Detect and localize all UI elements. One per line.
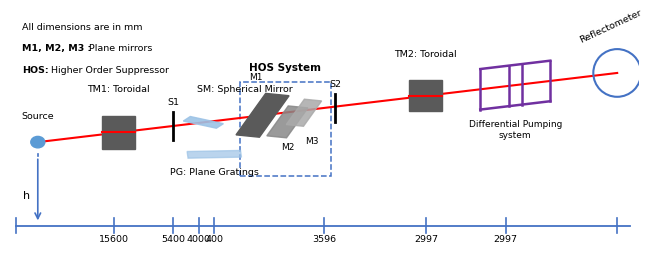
Text: 15600: 15600 xyxy=(99,235,129,244)
Bar xyxy=(409,80,442,111)
Bar xyxy=(183,116,224,128)
Text: 5400: 5400 xyxy=(162,235,185,244)
Text: 2997: 2997 xyxy=(494,235,518,244)
Bar xyxy=(187,150,241,158)
Text: All dimensions are in mm: All dimensions are in mm xyxy=(22,23,142,32)
Bar xyxy=(267,106,308,138)
Text: 2997: 2997 xyxy=(414,235,438,244)
Text: HOS System: HOS System xyxy=(250,63,321,73)
Text: Source: Source xyxy=(22,112,54,121)
Text: S2: S2 xyxy=(329,80,341,89)
Text: 4000: 4000 xyxy=(187,235,211,244)
Text: h: h xyxy=(23,191,30,201)
Text: 400: 400 xyxy=(205,235,223,244)
Text: S1: S1 xyxy=(168,98,179,107)
Bar xyxy=(236,93,289,137)
Text: HOS:: HOS: xyxy=(22,66,48,75)
Text: Differential Pumping
system: Differential Pumping system xyxy=(469,120,562,140)
Text: TM2: Toroidal: TM2: Toroidal xyxy=(394,50,457,59)
Bar xyxy=(286,99,321,126)
Text: Plane mirrors: Plane mirrors xyxy=(89,44,152,53)
Ellipse shape xyxy=(31,136,45,148)
Text: Higher Order Suppressor: Higher Order Suppressor xyxy=(51,66,169,75)
Bar xyxy=(241,82,331,176)
Text: SM: Spherical Mirror: SM: Spherical Mirror xyxy=(197,85,293,94)
Text: M2: M2 xyxy=(281,143,294,152)
Text: Reflectometer: Reflectometer xyxy=(578,8,644,44)
Text: M3: M3 xyxy=(305,136,318,145)
Text: PG: Plane Gratings: PG: Plane Gratings xyxy=(170,168,259,177)
Text: TM1: Toroidal: TM1: Toroidal xyxy=(87,85,150,94)
Text: 3596: 3596 xyxy=(312,235,336,244)
Text: M1: M1 xyxy=(250,73,263,82)
Text: M1, M2, M3 :: M1, M2, M3 : xyxy=(22,44,91,53)
Bar xyxy=(102,116,135,149)
